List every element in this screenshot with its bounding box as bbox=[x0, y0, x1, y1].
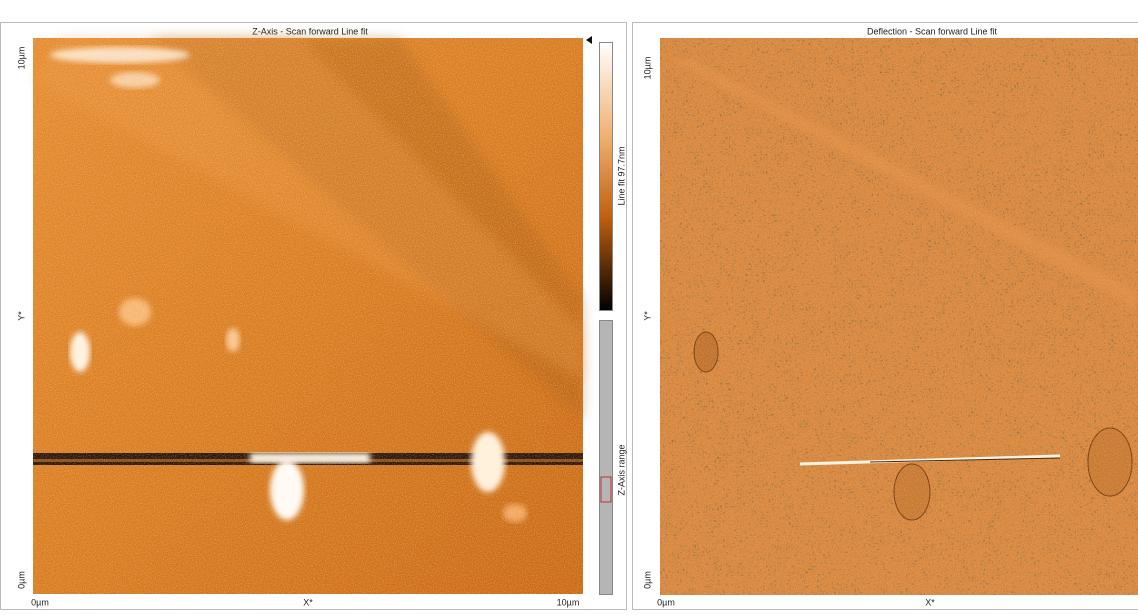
panel-title: Z-Axis - Scan forward Line fit bbox=[252, 26, 368, 36]
x-axis-left-label: 0µm bbox=[657, 597, 675, 607]
x-axis-mid-label: X* bbox=[303, 597, 313, 607]
colorbar-label: Line fit 97.7nm bbox=[616, 146, 626, 205]
colorbar bbox=[600, 43, 613, 311]
x-axis-right-label: 10µm bbox=[557, 597, 580, 607]
y-axis-mid-label: Y* bbox=[16, 311, 26, 321]
y-axis-top-label: 10µm bbox=[642, 57, 652, 80]
z-axis-image bbox=[33, 38, 583, 594]
panel-title: Deflection - Scan forward Line fit bbox=[867, 26, 998, 36]
y-axis-mid-label: Y* bbox=[642, 311, 652, 321]
range-bar[interactable] bbox=[600, 321, 613, 595]
y-axis-bottom-label: 0µm bbox=[642, 571, 652, 589]
y-axis-bottom-label: 0µm bbox=[16, 571, 26, 589]
x-axis-left-label: 0µm bbox=[31, 597, 49, 607]
y-axis-top-label: 10µm bbox=[16, 47, 26, 70]
range-label: Z-Axis range bbox=[616, 444, 626, 495]
deflection-image bbox=[660, 38, 1138, 595]
screen: Z-Axis - Scan forward Line fit 10µm Y* 0… bbox=[0, 0, 1138, 610]
x-axis-mid-label: X* bbox=[925, 597, 935, 607]
